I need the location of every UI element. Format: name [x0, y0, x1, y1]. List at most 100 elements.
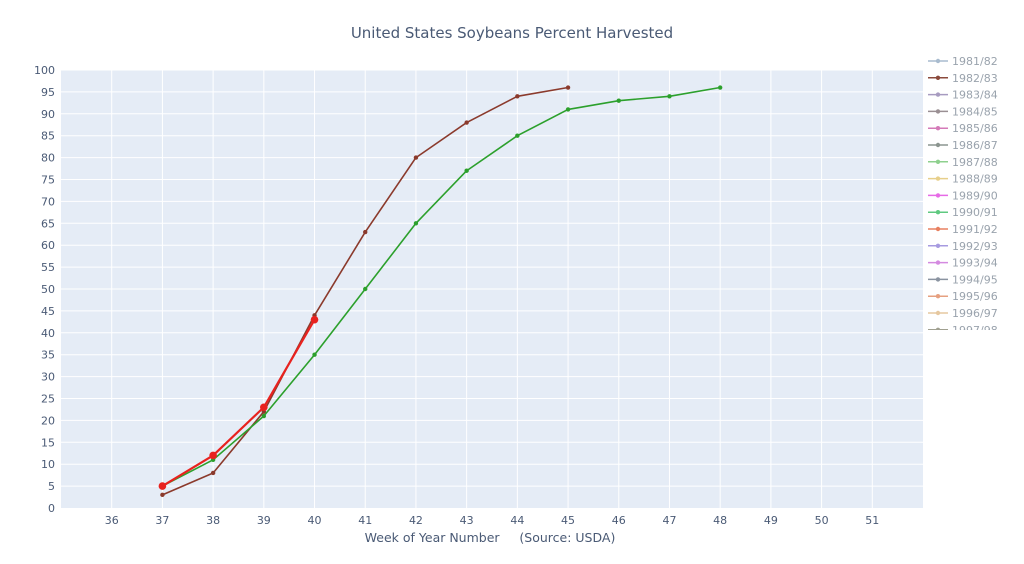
legend-label: 1996/97	[952, 307, 998, 320]
legend-item[interactable]: 1981/82	[928, 55, 998, 68]
y-tick-label: 5	[48, 480, 55, 493]
x-tick-label: 37	[155, 514, 169, 527]
y-tick-label: 65	[41, 217, 55, 230]
legend-item[interactable]: 1992/93	[928, 240, 998, 253]
series-0	[160, 85, 571, 498]
legend-item[interactable]: 1990/91	[928, 206, 998, 219]
x-tick-label: 38	[206, 514, 220, 527]
legend-swatch-marker	[935, 75, 941, 81]
y-tick-label: 35	[41, 349, 55, 362]
y-tick-label: 80	[41, 152, 55, 165]
legend-swatch-marker	[935, 243, 941, 248]
x-tick-label: 44	[510, 514, 524, 527]
legend-label: 1982/83	[952, 72, 998, 85]
legend-item[interactable]: 1993/94	[928, 257, 998, 270]
legend-label: 1995/96	[952, 290, 998, 303]
y-tick-label: 75	[41, 174, 55, 187]
legend-swatch-marker	[935, 327, 941, 330]
legend-item[interactable]: 1995/96	[928, 290, 998, 303]
legend-swatch-marker	[935, 294, 941, 299]
legend-item[interactable]: 1987/88	[928, 156, 998, 169]
data-point	[310, 315, 319, 324]
data-point	[413, 155, 419, 160]
legend-label: 1994/95	[952, 273, 998, 286]
legend-swatch-marker	[935, 159, 941, 164]
y-tick-label: 40	[41, 327, 55, 340]
y-tick-label: 50	[41, 283, 55, 296]
legend-swatch-marker	[935, 310, 941, 316]
legend-swatch-marker	[935, 176, 941, 181]
x-tick-label: 49	[764, 514, 778, 527]
legend-item[interactable]: 1988/89	[928, 173, 998, 186]
legend-swatch-marker	[935, 126, 941, 131]
legend-item[interactable]: 1982/83	[928, 72, 998, 85]
legend-swatch-marker	[935, 193, 941, 198]
legend-label: 1985/86	[952, 122, 998, 135]
y-tick-label: 85	[41, 130, 55, 143]
legend-swatch-marker	[935, 226, 941, 232]
data-point	[312, 352, 317, 357]
data-point	[616, 98, 621, 103]
legend-item[interactable]: 1984/85	[928, 105, 998, 118]
x-tick-label: 41	[358, 514, 372, 527]
y-tick-label: 0	[48, 502, 55, 515]
legend-swatch-marker	[935, 210, 941, 215]
x-tick-label: 36	[105, 514, 119, 527]
legend-swatch-marker	[935, 109, 941, 114]
y-tick-label: 55	[41, 261, 55, 274]
legend-item[interactable]: 1986/87	[928, 139, 998, 152]
legend-swatch-marker	[935, 260, 941, 265]
y-tick-label: 60	[41, 239, 55, 252]
y-tick-label: 20	[41, 414, 55, 427]
data-point	[565, 85, 571, 90]
legend-label: 1989/90	[952, 189, 998, 202]
legend[interactable]: 1981/82 1982/83 1983/84 1984/85 1985/86 1986/…	[928, 55, 998, 337]
legend-label: 1983/84	[952, 89, 998, 102]
legend-item[interactable]: 1985/86	[928, 122, 998, 135]
data-point	[717, 85, 723, 90]
x-axis-ticks: 36 37 38 39 40 41 42 43 44 45 46 47 48 49 50 51	[105, 514, 880, 527]
legend-item[interactable]: 1996/97	[928, 307, 998, 320]
data-point	[363, 229, 368, 235]
x-tick-label: 40	[308, 514, 322, 527]
data-point	[261, 413, 267, 419]
x-tick-label: 50	[815, 514, 829, 527]
legend-item[interactable]: 1994/95	[928, 273, 998, 286]
legend-label: 1997/98	[952, 324, 998, 337]
y-tick-label: 90	[41, 108, 55, 121]
data-point	[565, 107, 571, 112]
legend-label: 1993/94	[952, 257, 998, 270]
data-point	[158, 482, 167, 490]
y-tick-label: 45	[41, 305, 55, 318]
legend-item[interactable]: 1989/90	[928, 189, 998, 202]
legend-item[interactable]: 1991/92	[928, 223, 998, 236]
legend-label: 1988/89	[952, 173, 998, 186]
legend-item[interactable]: 1983/84	[928, 89, 998, 102]
x-tick-label: 45	[561, 514, 575, 527]
data-point	[209, 451, 217, 460]
y-tick-label: 95	[41, 86, 55, 99]
legend-item[interactable]: 1997/98	[928, 324, 998, 337]
x-tick-label: 42	[409, 514, 423, 527]
y-tick-label: 70	[41, 195, 55, 208]
data-point	[464, 168, 469, 173]
series-line	[161, 319, 316, 488]
data-point	[260, 403, 268, 412]
data-point	[210, 470, 216, 476]
series-line	[162, 86, 721, 487]
x-tick-label: 47	[662, 514, 676, 527]
y-tick-label: 30	[41, 371, 55, 384]
legend-swatch-marker	[935, 142, 941, 148]
legend-label: 1984/85	[952, 105, 998, 118]
chart-title: United States Soybeans Percent Harvested	[351, 24, 673, 42]
grid-lines	[61, 69, 923, 508]
data-point	[464, 120, 469, 125]
y-tick-label: 25	[41, 393, 55, 406]
legend-label: 1992/93	[952, 240, 998, 253]
x-tick-label: 51	[865, 514, 879, 527]
legend-swatch-marker	[935, 277, 941, 282]
x-axis-label: Week of Year Number (Source: USDA)	[365, 530, 616, 545]
data-point	[515, 94, 520, 99]
data-series	[158, 85, 723, 498]
